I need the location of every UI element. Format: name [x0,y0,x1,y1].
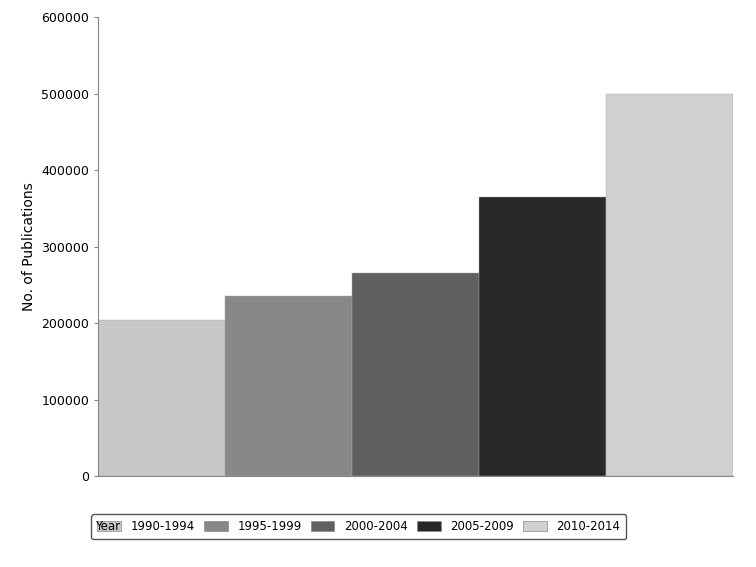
Bar [352,273,479,476]
Y-axis label: No. of Publications: No. of Publications [22,182,36,311]
Bar [98,320,225,476]
Bar [479,197,606,476]
Text: Year: Year [95,521,120,533]
Legend: 1990-1994, 1995-1999, 2000-2004, 2005-2009, 2010-2014: 1990-1994, 1995-1999, 2000-2004, 2005-20… [91,514,626,539]
Bar [606,94,733,476]
Bar [225,295,352,476]
